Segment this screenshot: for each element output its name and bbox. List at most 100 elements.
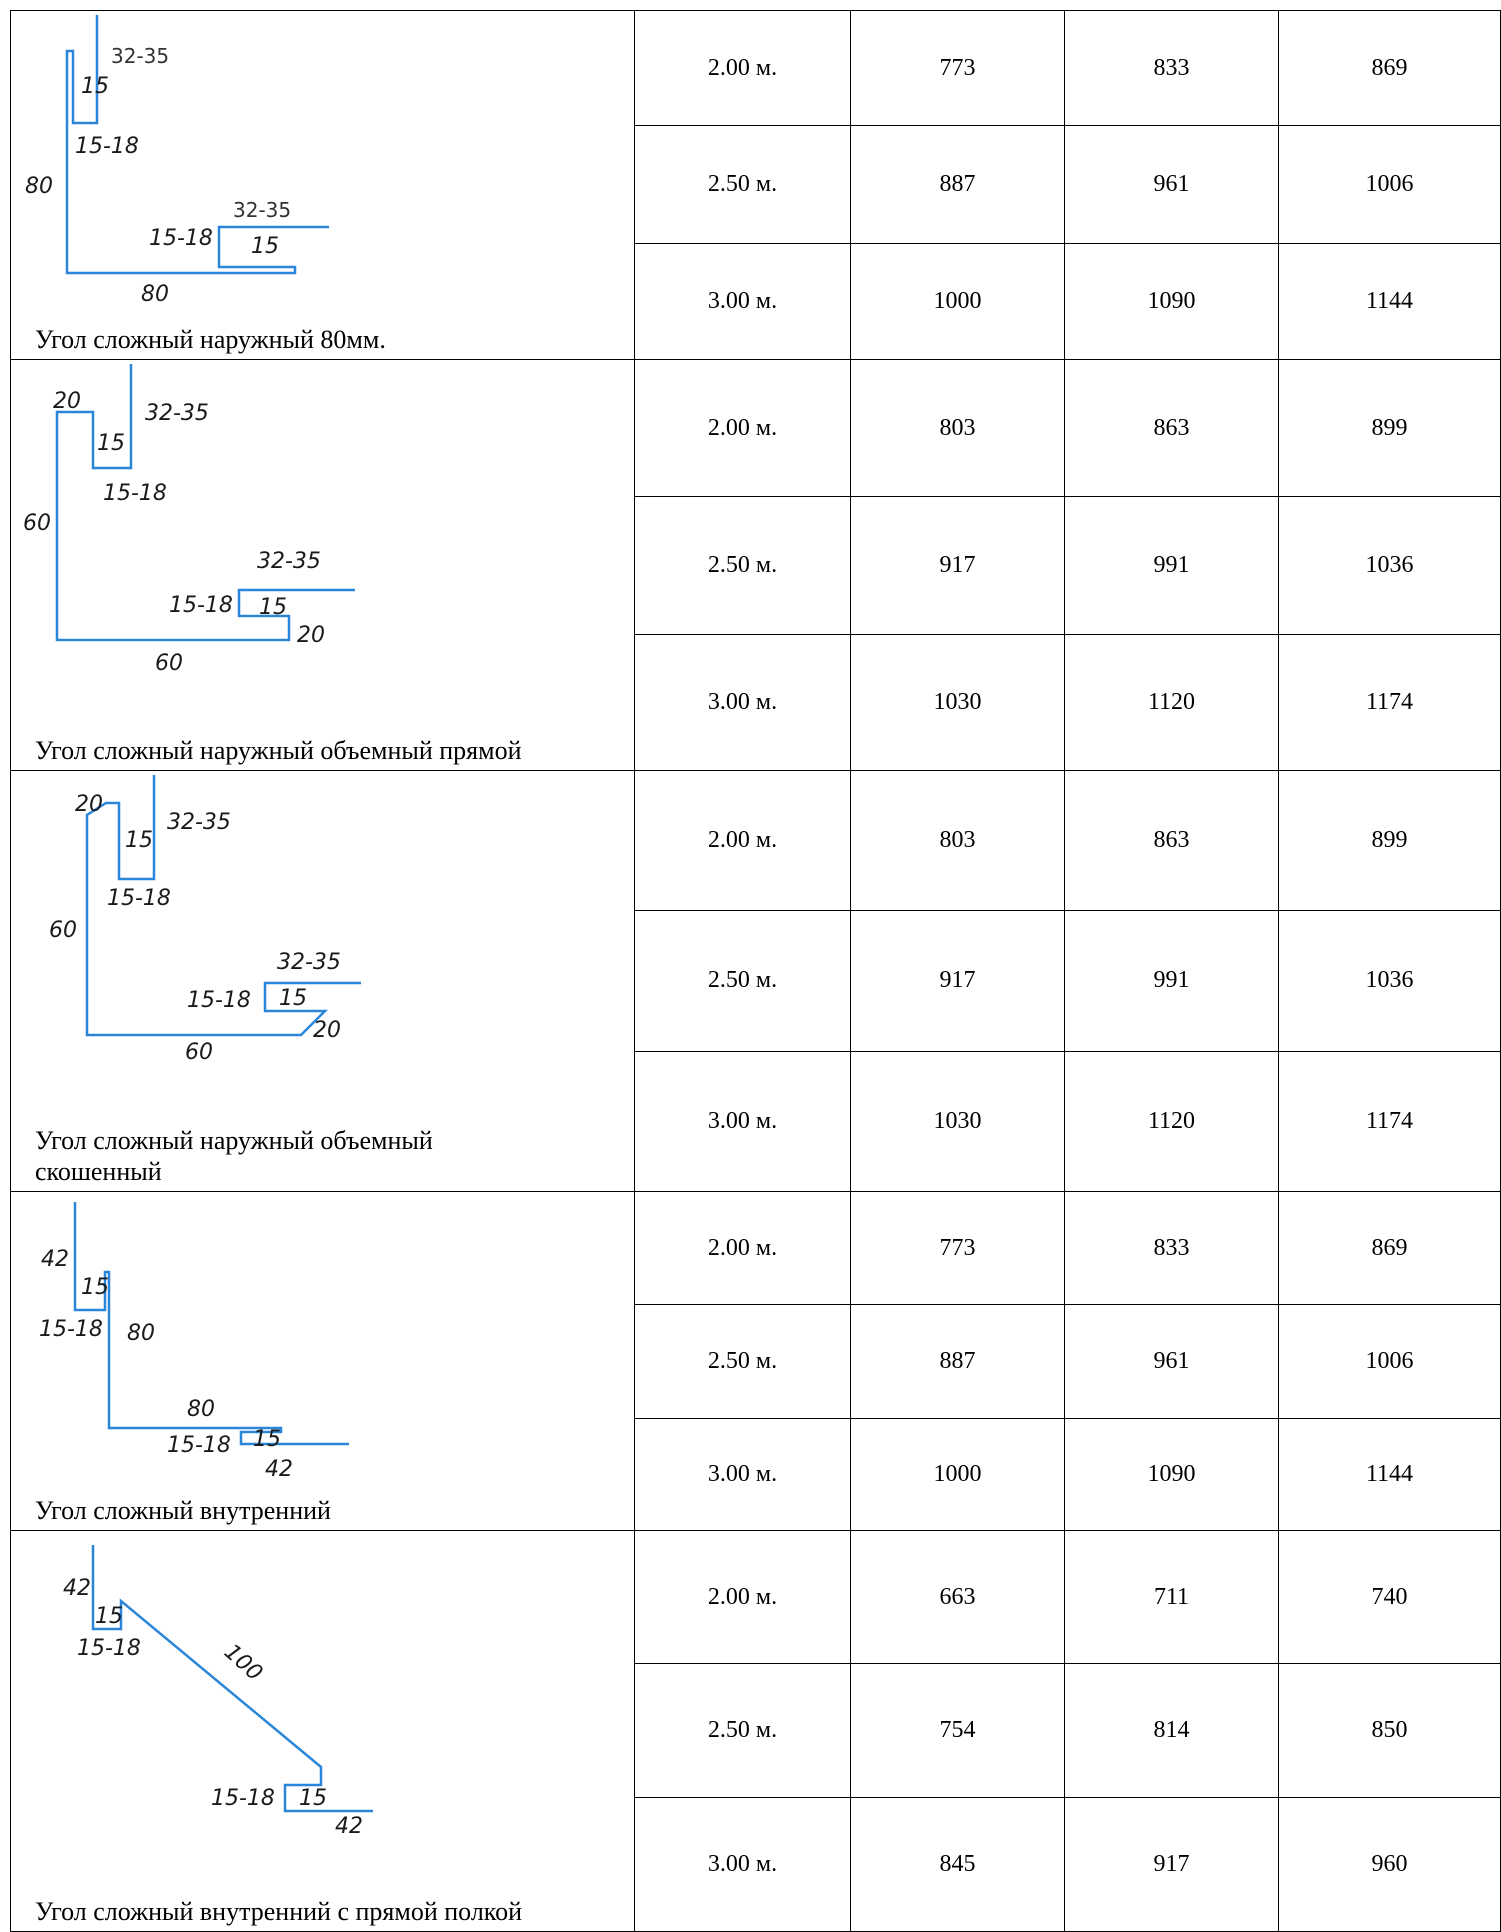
- table-row: 20 15 32-35 15-18 60 32-35 15-18 15 20 6…: [10, 769, 1501, 1192]
- dim-label: 15: [81, 1275, 109, 1300]
- dim-label: 15: [95, 1604, 123, 1629]
- price-cell: 833: [1064, 1190, 1279, 1306]
- price-cell: 803: [850, 358, 1065, 498]
- dim-label: 20: [297, 623, 325, 648]
- price-cell: 1120: [1064, 1050, 1279, 1193]
- price-cell: 1036: [1278, 496, 1501, 635]
- length-cell: 3.00 м.: [634, 1796, 851, 1932]
- price-cell: 1000: [850, 1417, 1065, 1532]
- price-cell: 869: [1278, 9, 1501, 127]
- length-cell: 2.50 м.: [634, 1304, 851, 1419]
- price-cell: 711: [1064, 1529, 1279, 1665]
- price-cell: 850: [1278, 1663, 1501, 1798]
- price-cell: 833: [1064, 9, 1279, 127]
- length-cell: 3.00 м.: [634, 633, 851, 772]
- price-cell: 663: [850, 1529, 1065, 1665]
- dim-label: 32-35: [145, 401, 209, 426]
- length-cell: 2.00 м.: [634, 1190, 851, 1306]
- price-cell: 1006: [1278, 125, 1501, 244]
- dim-label: 15-18: [169, 593, 233, 618]
- length-cell: 3.00 м.: [634, 1050, 851, 1193]
- profile-drawing: 42 15 15-18 80 80 15-18 15 42: [39, 1202, 349, 1482]
- dim-label: 80: [141, 282, 169, 307]
- price-cell: 1090: [1064, 1417, 1279, 1532]
- dim-label: 80: [127, 1321, 155, 1346]
- dim-label: 15: [81, 74, 109, 99]
- price-cell: 991: [1064, 910, 1279, 1052]
- price-cell: 1174: [1278, 1050, 1501, 1193]
- length-cell: 2.50 м.: [634, 910, 851, 1052]
- dim-label: 15-18: [103, 481, 167, 506]
- dim-label: 15: [299, 1786, 327, 1811]
- profile-drawing: 20 15 32-35 15-18 60 32-35 15-18 15 20 6…: [49, 775, 361, 1065]
- price-cell: 1000: [850, 242, 1065, 361]
- table-row: 3.00 м. 1000 1090 1144: [11, 242, 1501, 361]
- profile-drawing: 32-35 15 15-18 80 32-35 15-18 15 80: [25, 15, 329, 307]
- dim-label: 15-18: [77, 1636, 141, 1661]
- dim-label: 42: [63, 1576, 91, 1601]
- dim-label: 60: [155, 651, 183, 676]
- profile-drawing: 42 15 15-18 100 15-18 15 42: [63, 1545, 373, 1839]
- dim-label: 15-18: [211, 1786, 275, 1811]
- dim-label: 15-18: [39, 1317, 103, 1342]
- product-name: Угол сложный наружный объемный скошенный: [35, 1126, 433, 1186]
- price-cell: 899: [1278, 769, 1501, 912]
- dim-label: 32-35: [233, 198, 291, 222]
- dim-label: 15-18: [107, 886, 171, 911]
- table-row: 42 15 15-18 80 80 15-18 15 42 Угол сложн…: [10, 1190, 1501, 1531]
- price-cell: 814: [1064, 1663, 1279, 1798]
- dim-label: 100: [219, 1640, 267, 1687]
- table-row: 3.00 м. 1030 1120 1174: [11, 1050, 1501, 1193]
- price-cell: 1144: [1278, 242, 1501, 361]
- dim-label: 15: [97, 431, 125, 456]
- length-cell: 3.00 м.: [634, 1417, 851, 1532]
- price-cell: 899: [1278, 358, 1501, 498]
- price-cell: 1030: [850, 1050, 1065, 1193]
- dim-label: 15-18: [149, 226, 213, 251]
- price-cell: 1144: [1278, 1417, 1501, 1532]
- table-row: 3.00 м. 1000 1090 1144: [11, 1417, 1501, 1532]
- dim-label: 15: [251, 234, 279, 259]
- price-cell: 917: [1064, 1796, 1279, 1932]
- product-name: Угол сложный внутренний: [35, 1496, 331, 1525]
- length-cell: 2.00 м.: [634, 9, 851, 127]
- product-cell: 42 15 15-18 80 80 15-18 15 42 Угол сложн…: [10, 1191, 635, 1531]
- length-cell: 2.00 м.: [634, 358, 851, 498]
- price-cell: 1120: [1064, 633, 1279, 772]
- length-cell: 2.50 м.: [634, 125, 851, 244]
- table-row: 2.50 м. 887 961 1006: [11, 1304, 1501, 1419]
- dim-label: 20: [313, 1018, 341, 1043]
- price-cell: 887: [850, 1304, 1065, 1419]
- price-cell: 887: [850, 125, 1065, 244]
- table-row: 42 15 15-18 100 15-18 15 42 Угол сложный…: [10, 1529, 1501, 1932]
- table-row: 2.50 м. 917 991 1036: [11, 496, 1501, 635]
- price-cell: 754: [850, 1663, 1065, 1798]
- price-cell: 863: [1064, 769, 1279, 912]
- dim-label: 15-18: [187, 988, 251, 1013]
- price-cell: 917: [850, 910, 1065, 1052]
- length-cell: 2.00 м.: [634, 1529, 851, 1665]
- dim-label: 42: [265, 1457, 293, 1482]
- dim-label: 15: [125, 828, 153, 853]
- price-cell: 961: [1064, 1304, 1279, 1419]
- dim-label: 60: [23, 511, 51, 536]
- dim-label: 15: [279, 986, 307, 1011]
- price-cell: 845: [850, 1796, 1065, 1932]
- table-row: 3.00 м. 1030 1120 1174: [11, 633, 1501, 772]
- dim-label: 20: [53, 389, 81, 414]
- length-cell: 2.00 м.: [634, 769, 851, 912]
- price-cell: 803: [850, 769, 1065, 912]
- price-document: 32-35 15 15-18 80 32-35 15-18 15 80 Угол…: [10, 9, 1501, 1932]
- product-name: Угол сложный внутренний с прямой полкой: [35, 1897, 523, 1926]
- price-cell: 1174: [1278, 633, 1501, 772]
- dim-label: 42: [335, 1814, 363, 1839]
- price-cell: 773: [850, 9, 1065, 127]
- price-cell: 863: [1064, 358, 1279, 498]
- price-cell: 1036: [1278, 910, 1501, 1052]
- dim-label: 32-35: [257, 549, 321, 574]
- price-cell: 1006: [1278, 1304, 1501, 1419]
- dim-label: 42: [41, 1247, 69, 1272]
- dim-label: 80: [187, 1397, 215, 1422]
- dim-label: 60: [49, 918, 77, 943]
- table-row: 32-35 15 15-18 80 32-35 15-18 15 80 Угол…: [10, 9, 1501, 360]
